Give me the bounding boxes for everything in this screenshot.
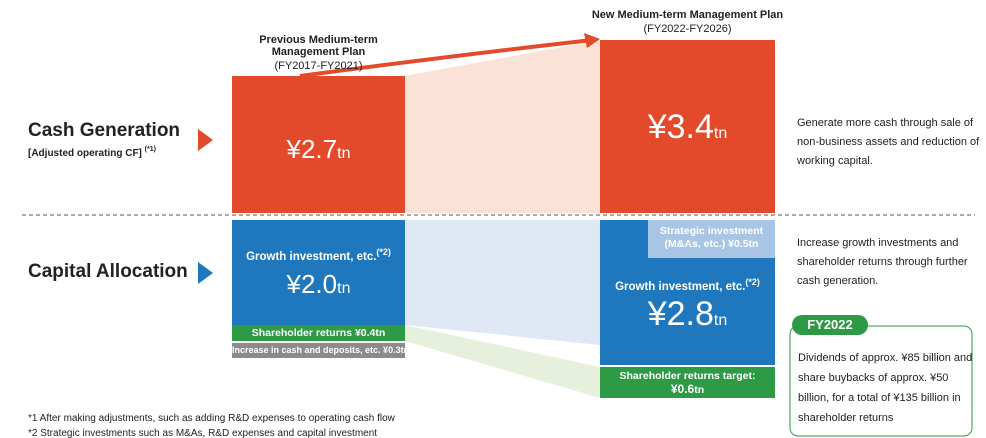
fy2022-title: FY2022 bbox=[792, 315, 868, 335]
allocation-connector bbox=[405, 220, 600, 345]
line: billion, for a total of ¥135 billion in bbox=[798, 392, 961, 404]
line: working capital. bbox=[797, 155, 873, 167]
note: (*1) bbox=[144, 146, 156, 153]
cash-pointer bbox=[198, 129, 213, 151]
note: (*2) bbox=[745, 277, 760, 287]
title-line: Previous Medium-term bbox=[259, 34, 378, 46]
label: Growth investment, etc. bbox=[246, 251, 377, 263]
line: cash generation. bbox=[797, 275, 879, 287]
amount: ¥2.8 bbox=[647, 295, 714, 333]
previous-growth-box: Growth investment, etc.(*2) ¥2.0tn bbox=[232, 220, 405, 325]
cash-connector bbox=[405, 40, 600, 213]
row-label: Capital Allocation bbox=[28, 261, 188, 282]
note: (*2) bbox=[376, 247, 391, 257]
previous-cash-box: ¥2.7tn bbox=[232, 76, 405, 213]
fy2022-frame bbox=[789, 325, 973, 437]
unit: tn bbox=[337, 280, 351, 297]
strategic-box: Strategic investment (M&As, etc.) ¥0.5tn bbox=[648, 220, 775, 258]
previous-plan-period: (FY2017-FY2021) bbox=[274, 60, 363, 72]
unit: tn bbox=[713, 125, 728, 142]
line: (M&As, etc.) ¥0.5tn bbox=[664, 238, 759, 250]
fy2022-text: Dividends of approx. ¥85 billion and sha… bbox=[798, 348, 972, 428]
label: Shareholder returns target: bbox=[619, 370, 756, 382]
amount: ¥2.7 bbox=[286, 134, 338, 164]
line: Generate more cash through sale of bbox=[797, 117, 974, 129]
footnote: *2 Strategic investments such as M&As, R… bbox=[28, 428, 378, 438]
line: share buybacks of approx. ¥50 bbox=[798, 372, 949, 384]
line: non-business assets and reduction of bbox=[797, 136, 980, 148]
cash-deposits-box: Increase in cash and deposits, etc. ¥0.3… bbox=[232, 343, 409, 358]
sublabel: [Adjusted operating CF] bbox=[28, 148, 142, 159]
line: shareholder returns bbox=[798, 412, 894, 424]
unit: tn bbox=[713, 312, 728, 329]
unit: tn bbox=[337, 145, 351, 162]
amount: ¥0.6 bbox=[670, 382, 695, 396]
previous-plan-title: Previous Medium-term Management Plan bbox=[232, 34, 405, 58]
cash-description: Generate more cash through sale of non-b… bbox=[797, 114, 979, 171]
row-sublabel: [Adjusted operating CF] (*1) bbox=[28, 146, 156, 159]
footnotes: *1 After making adjustments, such as add… bbox=[28, 411, 395, 438]
label: Growth investment, etc. bbox=[615, 281, 746, 293]
allocation-pointer bbox=[198, 262, 213, 284]
growth-arrow bbox=[299, 38, 593, 78]
new-cash-box: ¥3.4tn bbox=[600, 40, 775, 213]
footnote: *1 After making adjustments, such as add… bbox=[28, 413, 395, 424]
allocation-description: Increase growth investments and sharehol… bbox=[797, 234, 968, 291]
title-line: Management Plan bbox=[271, 46, 366, 58]
line: Increase growth investments and bbox=[797, 237, 959, 249]
line: Dividends of approx. ¥85 billion and bbox=[798, 352, 973, 364]
returns-connector bbox=[405, 325, 600, 398]
amount: ¥2.0 bbox=[286, 269, 338, 299]
arrow-head bbox=[584, 33, 600, 48]
unit: tn bbox=[694, 384, 705, 396]
previous-shareholder-box: Shareholder returns ¥0.4tn bbox=[232, 325, 405, 341]
amount: ¥3.4 bbox=[647, 108, 714, 146]
new-shareholder-box: Shareholder returns target: ¥0.6tn bbox=[600, 367, 775, 398]
new-plan-title: New Medium-term Management Plan bbox=[591, 9, 784, 21]
new-plan-period: (FY2022-FY2026) bbox=[643, 23, 732, 35]
line: Strategic investment bbox=[659, 225, 764, 237]
row-label: Cash Generation bbox=[28, 120, 181, 141]
line: shareholder returns through further bbox=[797, 256, 968, 268]
